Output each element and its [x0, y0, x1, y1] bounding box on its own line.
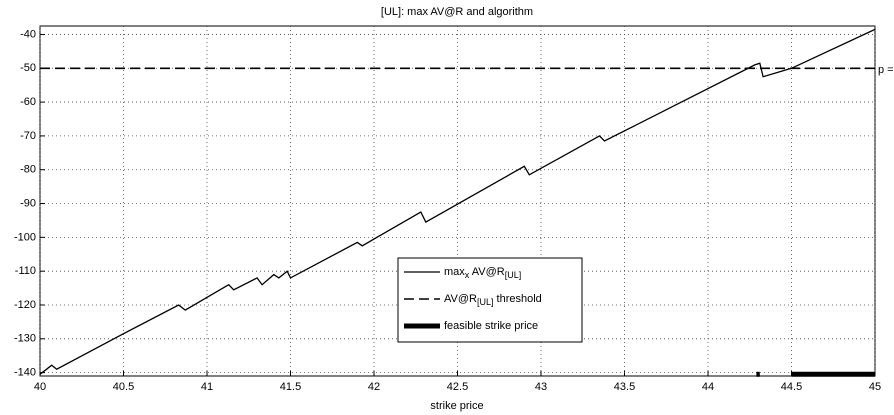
y-tick-label: -60: [20, 96, 36, 108]
x-tick-label: 43: [535, 381, 547, 393]
y-tick-label: -100: [14, 231, 36, 243]
legend-label-part: AV@R: [469, 266, 504, 278]
x-tick-label: 44.5: [781, 381, 802, 393]
x-tick-label: 44: [702, 381, 714, 393]
y-tick-label: -120: [14, 299, 36, 311]
x-tick-label: 40.5: [113, 381, 134, 393]
legend: maxx AV@R[UL]AV@R[UL] thresholdfeasible …: [397, 257, 583, 343]
x-tick-label: 45: [869, 381, 881, 393]
y-tick-label: -110: [15, 265, 36, 277]
y-tick-label: -130: [14, 333, 36, 345]
y-tick-label: -40: [20, 28, 36, 40]
legend-label-part: threshold: [493, 293, 541, 305]
legend-label-part: feasible strike price: [444, 320, 538, 332]
y-tick-label: -50: [20, 62, 36, 74]
x-tick-label: 42: [368, 381, 380, 393]
x-axis-label: strike price: [430, 400, 483, 412]
x-tick-label: 41: [201, 381, 213, 393]
x-tick-label: 41.5: [280, 381, 301, 393]
y-tick-label: -140: [14, 367, 36, 379]
legend-label: feasible strike price: [444, 320, 538, 332]
y-tick-label: -80: [20, 164, 36, 176]
x-tick-label: 43.5: [614, 381, 635, 393]
line-series: [39, 28, 876, 375]
annotation: p =-50: [878, 64, 894, 76]
y-tick-label: -90: [20, 197, 36, 209]
y-tick-label: -70: [20, 130, 36, 142]
legend-label: AV@R[UL] threshold: [444, 293, 542, 307]
x-tick-label: 42.5: [447, 381, 468, 393]
legend-label-part: max: [444, 266, 465, 278]
legend-label-part: x: [465, 270, 470, 280]
x-tick-label: 40: [34, 381, 46, 393]
legend-label-part: AV@R: [444, 293, 477, 305]
legend-label-part: [UL]: [477, 297, 494, 307]
legend-label: maxx AV@R[UL]: [444, 266, 521, 280]
legend-label-part: [UL]: [505, 270, 522, 280]
chart-title: [UL]: max AV@R and algorithm: [381, 6, 533, 18]
